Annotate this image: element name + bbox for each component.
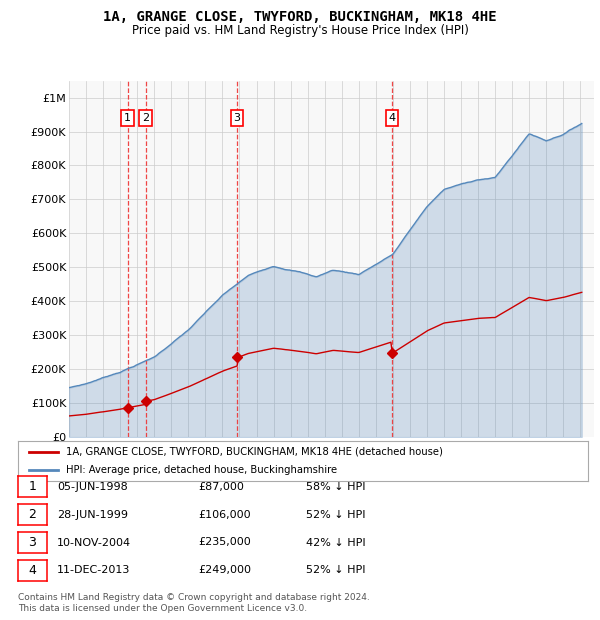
Text: 42% ↓ HPI: 42% ↓ HPI — [306, 538, 365, 547]
Text: Contains HM Land Registry data © Crown copyright and database right 2024.
This d: Contains HM Land Registry data © Crown c… — [18, 593, 370, 613]
Text: Price paid vs. HM Land Registry's House Price Index (HPI): Price paid vs. HM Land Registry's House … — [131, 24, 469, 37]
Text: 52% ↓ HPI: 52% ↓ HPI — [306, 510, 365, 520]
Text: 1A, GRANGE CLOSE, TWYFORD, BUCKINGHAM, MK18 4HE: 1A, GRANGE CLOSE, TWYFORD, BUCKINGHAM, M… — [103, 10, 497, 24]
Text: £235,000: £235,000 — [198, 538, 251, 547]
Text: 11-DEC-2013: 11-DEC-2013 — [57, 565, 130, 575]
Text: 3: 3 — [233, 113, 241, 123]
Text: 4: 4 — [28, 564, 37, 577]
Text: 2: 2 — [142, 113, 149, 123]
Text: 52% ↓ HPI: 52% ↓ HPI — [306, 565, 365, 575]
Text: £249,000: £249,000 — [198, 565, 251, 575]
Text: £87,000: £87,000 — [198, 482, 244, 492]
Text: 4: 4 — [388, 113, 395, 123]
Text: 58% ↓ HPI: 58% ↓ HPI — [306, 482, 365, 492]
Text: 1: 1 — [124, 113, 131, 123]
Text: 1A, GRANGE CLOSE, TWYFORD, BUCKINGHAM, MK18 4HE (detached house): 1A, GRANGE CLOSE, TWYFORD, BUCKINGHAM, M… — [67, 447, 443, 457]
Text: 10-NOV-2004: 10-NOV-2004 — [57, 538, 131, 547]
Text: 28-JUN-1999: 28-JUN-1999 — [57, 510, 128, 520]
Text: 3: 3 — [28, 536, 37, 549]
Text: HPI: Average price, detached house, Buckinghamshire: HPI: Average price, detached house, Buck… — [67, 465, 338, 475]
Text: 2: 2 — [28, 508, 37, 521]
Text: 05-JUN-1998: 05-JUN-1998 — [57, 482, 128, 492]
Text: 1: 1 — [28, 480, 37, 493]
Text: £106,000: £106,000 — [198, 510, 251, 520]
